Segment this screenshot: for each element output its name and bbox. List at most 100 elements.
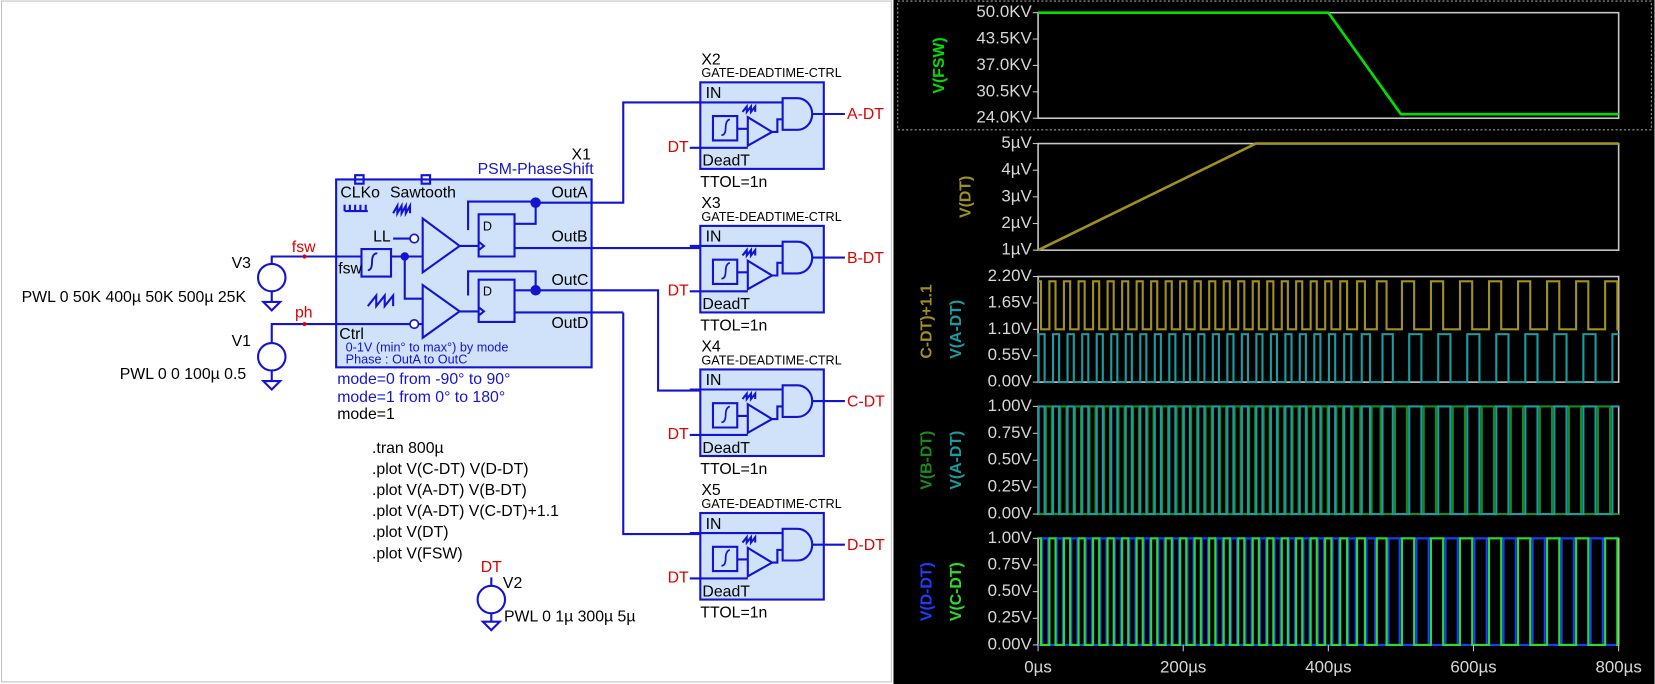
gate-name: X2 bbox=[701, 51, 720, 68]
gate-name: X4 bbox=[701, 338, 721, 355]
net-label: DT bbox=[668, 570, 689, 587]
pin-clko: CLKo bbox=[340, 184, 380, 201]
y-tick-label: 1.10V bbox=[988, 319, 1033, 338]
gate-name: X3 bbox=[701, 195, 721, 212]
trace-label: V(A-DT) bbox=[948, 300, 965, 359]
ff-label: D bbox=[483, 285, 492, 299]
y-tick-label: 2.20V bbox=[988, 266, 1033, 285]
x-tick-label: 800µs bbox=[1595, 658, 1641, 677]
waveforms: 50.0KV 43.5KV 37.0KV 30.5KV 24.0KV V(FSW) 5µV 4… bbox=[918, 2, 1641, 677]
source-wiring bbox=[260, 255, 503, 632]
trace bbox=[1037, 333, 1619, 384]
pin-out: OutA bbox=[551, 184, 588, 201]
gate-param: TTOL=1n bbox=[700, 461, 767, 478]
directive: .plot V(DT) bbox=[372, 524, 449, 541]
net-label: DT bbox=[481, 559, 502, 576]
selected-pane-border bbox=[897, 0, 1652, 131]
y-tick-label: 0.50V bbox=[988, 581, 1033, 600]
trace bbox=[1038, 280, 1619, 331]
pin-sawtooth: Sawtooth bbox=[390, 184, 456, 201]
gate-pin: IN bbox=[706, 372, 722, 389]
trace-label: V(B-DT) bbox=[918, 431, 935, 490]
y-tick-label: 0.00V bbox=[988, 504, 1033, 523]
net-label: DT bbox=[668, 283, 689, 300]
pin-ctrl: Ctrl bbox=[339, 326, 364, 343]
pin-out: OutD bbox=[551, 315, 588, 332]
directive: .plot V(C-DT) V(D-DT) bbox=[372, 461, 529, 478]
y-tick-label: 1.00V bbox=[988, 528, 1033, 547]
x-tick-label: 600µs bbox=[1450, 658, 1496, 677]
y-tick-label: 2µV bbox=[1001, 213, 1032, 232]
y-tick-label: 0.00V bbox=[988, 634, 1033, 653]
trace-label: V(FSW) bbox=[931, 37, 948, 93]
y-tick-label: 5µV bbox=[1001, 133, 1032, 152]
net-label: ph bbox=[295, 305, 313, 322]
trace bbox=[1037, 405, 1619, 516]
y-tick-label: 3µV bbox=[1001, 186, 1032, 205]
y-tick-label: 1µV bbox=[1001, 240, 1032, 259]
y-tick-label: 37.0KV bbox=[976, 55, 1032, 74]
y-tick-label: 0.25V bbox=[988, 477, 1033, 496]
trace-label: V(C-DT) bbox=[948, 562, 965, 621]
gate-pin: DeadT bbox=[702, 153, 750, 170]
x-tick-label: 400µs bbox=[1305, 658, 1351, 677]
v1-symbol bbox=[256, 342, 287, 372]
y-tick-label: 0.25V bbox=[988, 608, 1033, 627]
source-value: PWL 0 50K 400µ 50K 500µ 25K bbox=[22, 289, 247, 306]
mode-note: mode=1 from 0° to 180° bbox=[337, 389, 505, 406]
directive: .plot V(FSW) bbox=[372, 545, 463, 562]
net-label: DT bbox=[668, 139, 689, 156]
y-tick-label: 0.75V bbox=[988, 423, 1033, 442]
trace-label: V(A-DT) bbox=[948, 431, 965, 490]
net-label: B-DT bbox=[847, 250, 884, 267]
x1-name: X1 bbox=[572, 146, 592, 163]
gate-type: GATE-DEADTIME-CTRL bbox=[701, 497, 841, 511]
y-tick-label: 50.0KV bbox=[976, 2, 1032, 21]
pin-out: OutB bbox=[551, 229, 587, 246]
v2-symbol bbox=[476, 584, 507, 615]
source-name: V3 bbox=[232, 255, 252, 272]
y-tick-label: 30.5KV bbox=[976, 81, 1032, 100]
y-tick-label: 0.75V bbox=[988, 554, 1033, 573]
x1-type: PSM-PhaseShift bbox=[478, 161, 595, 178]
x-tick-label: 0µs bbox=[1024, 658, 1052, 677]
y-tick-label: 4µV bbox=[1001, 160, 1032, 179]
source-name: V1 bbox=[232, 333, 252, 350]
x1-note: Phase : OutA to OutC bbox=[346, 352, 468, 366]
gate-type: GATE-DEADTIME-CTRL bbox=[701, 66, 841, 80]
x1-note: 0-1V (min° to max°) by mode bbox=[346, 341, 509, 355]
y-tick-label: 1.00V bbox=[988, 396, 1033, 415]
mode-note: mode=0 from -90° to 90° bbox=[337, 371, 510, 388]
net-label: C-DT bbox=[847, 393, 885, 410]
gate-param: TTOL=1n bbox=[700, 317, 767, 334]
v3-symbol bbox=[256, 262, 287, 293]
gate-pin: DeadT bbox=[702, 440, 750, 457]
y-tick-label: 0.50V bbox=[988, 450, 1033, 469]
ff-label: D bbox=[483, 219, 492, 233]
directive: .tran 800µ bbox=[372, 440, 444, 457]
gate-type: GATE-DEADTIME-CTRL bbox=[701, 353, 841, 367]
trace bbox=[1038, 537, 1619, 646]
gate-pin: IN bbox=[706, 516, 722, 533]
pin-ll: LL bbox=[373, 229, 391, 246]
gate-pin: IN bbox=[706, 229, 722, 246]
gate-pin: IN bbox=[706, 85, 722, 102]
pin-fsw: fsw bbox=[338, 260, 362, 277]
trace-label: V(DT) bbox=[957, 176, 974, 218]
directive: .plot V(A-DT) V(B-DT) bbox=[372, 482, 527, 499]
mode-note: mode=1 bbox=[337, 406, 395, 423]
y-tick-label: 0.55V bbox=[988, 345, 1033, 364]
trace bbox=[1037, 142, 1619, 252]
directive: .plot V(A-DT) V(C-DT)+1.1 bbox=[372, 503, 559, 520]
net-label: D-DT bbox=[847, 537, 885, 554]
source-value: PWL 0 1µ 300µ 5µ bbox=[504, 609, 635, 626]
y-tick-label: 1.65V bbox=[988, 292, 1033, 311]
trace-label: V(D-DT) bbox=[918, 562, 935, 621]
y-tick-label: 24.0KV bbox=[976, 108, 1032, 127]
gate-pin: DeadT bbox=[702, 583, 750, 600]
y-tick-label: 43.5KV bbox=[976, 29, 1032, 48]
gate-pin: DeadT bbox=[702, 296, 750, 313]
gate-name: X5 bbox=[701, 482, 721, 499]
